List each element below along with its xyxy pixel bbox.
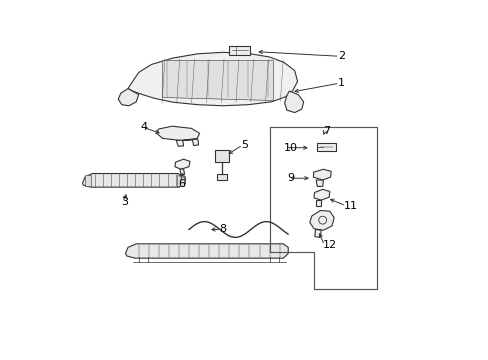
- Text: 9: 9: [286, 173, 293, 183]
- Text: 12: 12: [322, 240, 336, 250]
- Bar: [217, 174, 227, 180]
- Text: 10: 10: [284, 143, 297, 153]
- Polygon shape: [313, 169, 330, 180]
- Polygon shape: [180, 169, 184, 175]
- Text: 1: 1: [337, 78, 344, 88]
- Polygon shape: [176, 139, 198, 146]
- Text: 4: 4: [140, 122, 147, 132]
- Text: 5: 5: [241, 140, 247, 150]
- Polygon shape: [125, 244, 287, 258]
- Polygon shape: [314, 229, 321, 237]
- Polygon shape: [82, 174, 185, 187]
- Polygon shape: [175, 159, 190, 169]
- Polygon shape: [316, 180, 323, 186]
- Text: 6: 6: [178, 179, 185, 189]
- Text: 8: 8: [219, 225, 226, 234]
- Polygon shape: [284, 91, 303, 113]
- Bar: [316, 143, 335, 151]
- Polygon shape: [118, 89, 139, 106]
- Bar: [177, 175, 183, 186]
- Polygon shape: [128, 52, 297, 106]
- Text: 3: 3: [121, 197, 127, 207]
- Bar: [84, 175, 91, 186]
- Polygon shape: [156, 126, 199, 140]
- Bar: [215, 149, 229, 162]
- Polygon shape: [309, 211, 333, 230]
- Polygon shape: [313, 189, 329, 200]
- Polygon shape: [162, 60, 273, 100]
- Text: 11: 11: [344, 201, 358, 211]
- Bar: [228, 46, 249, 55]
- Polygon shape: [316, 200, 321, 206]
- Text: 2: 2: [337, 51, 344, 61]
- Text: 7: 7: [323, 126, 330, 135]
